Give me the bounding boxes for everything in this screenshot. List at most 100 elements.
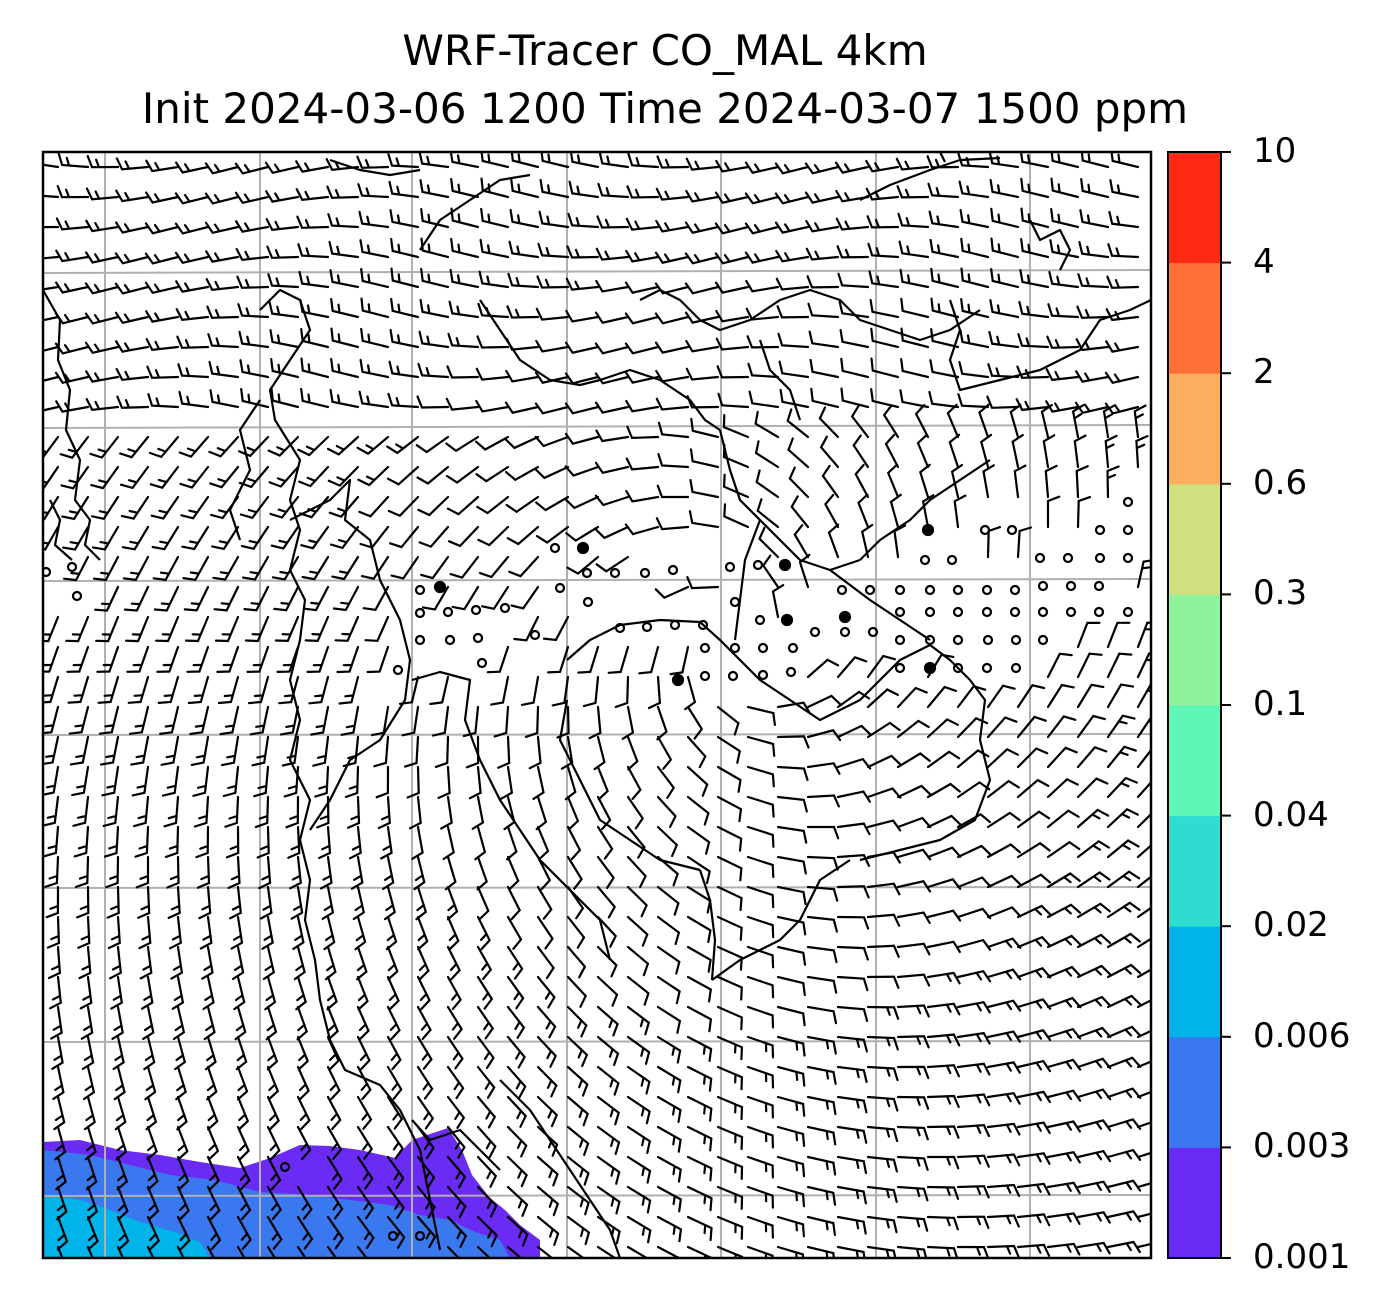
wind-barb [265,1005,278,1041]
wind-barb [745,307,780,321]
wind-barb [451,585,480,611]
wind-barb [990,237,1020,259]
wind-barb [271,555,300,581]
wind-barb [686,885,712,914]
wind-barb [326,435,360,456]
wind-barb [776,855,807,875]
wind-barb [74,855,90,888]
wind-barb [536,945,555,980]
wind-barb [577,645,600,674]
wind-barb [836,656,868,679]
wind-barb [1136,1212,1151,1219]
wind-barb [1106,1179,1142,1192]
wind-barb [1017,333,1050,349]
wind-barb [564,465,600,477]
wind-barb [295,975,307,1011]
wind-barb [506,1155,528,1188]
wind-barb [956,969,992,983]
wind-barb [1016,778,1050,799]
wind-barb [776,825,808,844]
wind-barb [534,371,570,384]
wind-barb [1046,495,1061,529]
wind-barb [174,222,210,235]
wind-barb [416,945,430,981]
wind-barb [1076,621,1101,649]
wind-barb [329,525,360,550]
wind-barb [417,495,450,517]
wind-barb [566,1035,589,1068]
wind-barb [956,907,992,920]
wind-barb [161,765,180,797]
wind-barb [85,398,120,411]
wind-barb [1075,465,1089,499]
wind-barb [222,765,240,798]
wind-barb [1046,965,1082,979]
wind-barb [1136,937,1151,949]
wind-barb [989,178,1020,199]
wind-barb [567,212,600,229]
wind-barb [290,885,304,920]
wind-barb [86,1185,99,1221]
wind-barb [520,675,540,706]
wind-barb [138,915,152,950]
wind-barb [281,735,300,767]
calm-wind-marker [472,632,484,644]
wind-barb [59,435,90,459]
wind-barb [836,790,871,803]
wind-barb [97,675,120,704]
wind-barb [411,825,424,860]
wind-barb [956,1245,990,1258]
wind-barb [896,816,932,829]
wind-barb [506,885,522,921]
wind-barb [807,302,840,319]
wind-barb [656,795,677,828]
wind-barb [321,885,335,920]
wind-barb [594,311,630,324]
wind-barb [1106,683,1135,709]
wind-barb [145,310,180,323]
wind-barb [208,435,240,458]
wind-barb [535,495,570,512]
wind-barb [566,1095,589,1127]
wind-barb [1076,871,1111,889]
wind-barb [475,465,510,483]
wind-barb [203,1005,216,1041]
wind-barb [568,180,600,199]
wind-barb [956,1124,991,1138]
wind-barb [169,915,182,950]
wind-barb [746,735,776,757]
wind-barb [144,222,180,235]
wind-barb [594,401,630,414]
wind-barb [49,975,62,1010]
wind-barb [717,392,750,409]
wind-barb [716,1035,744,1061]
wind-barb [986,1183,1021,1197]
wind-barb [130,735,150,766]
wind-barb [986,1030,1021,1043]
wind-barb [926,1185,960,1200]
wind-barb [806,794,840,808]
wind-barb [755,469,780,499]
wind-barb [236,1185,252,1221]
wind-barb [416,915,429,951]
wind-barb [656,945,681,975]
wind-barb [926,718,959,739]
wind-barb [536,885,553,920]
wind-barb [1136,844,1151,859]
wind-barb [560,735,574,770]
wind-barb [686,1215,713,1242]
wind-barb [866,1065,899,1082]
wind-barb [806,1185,837,1206]
wind-barb [43,525,60,551]
wind-barb [1076,1119,1112,1132]
wind-barb [506,1095,528,1128]
wind-barb [356,1155,374,1190]
calm-wind-marker [1034,552,1046,564]
wind-barb [206,1245,216,1258]
wind-barb [746,945,775,969]
wind-barb [447,332,480,349]
colorbar-tick-label: 2 [1253,352,1275,393]
wind-barb [948,433,961,469]
wind-barb [1016,365,1050,379]
wind-barb [476,1155,498,1188]
